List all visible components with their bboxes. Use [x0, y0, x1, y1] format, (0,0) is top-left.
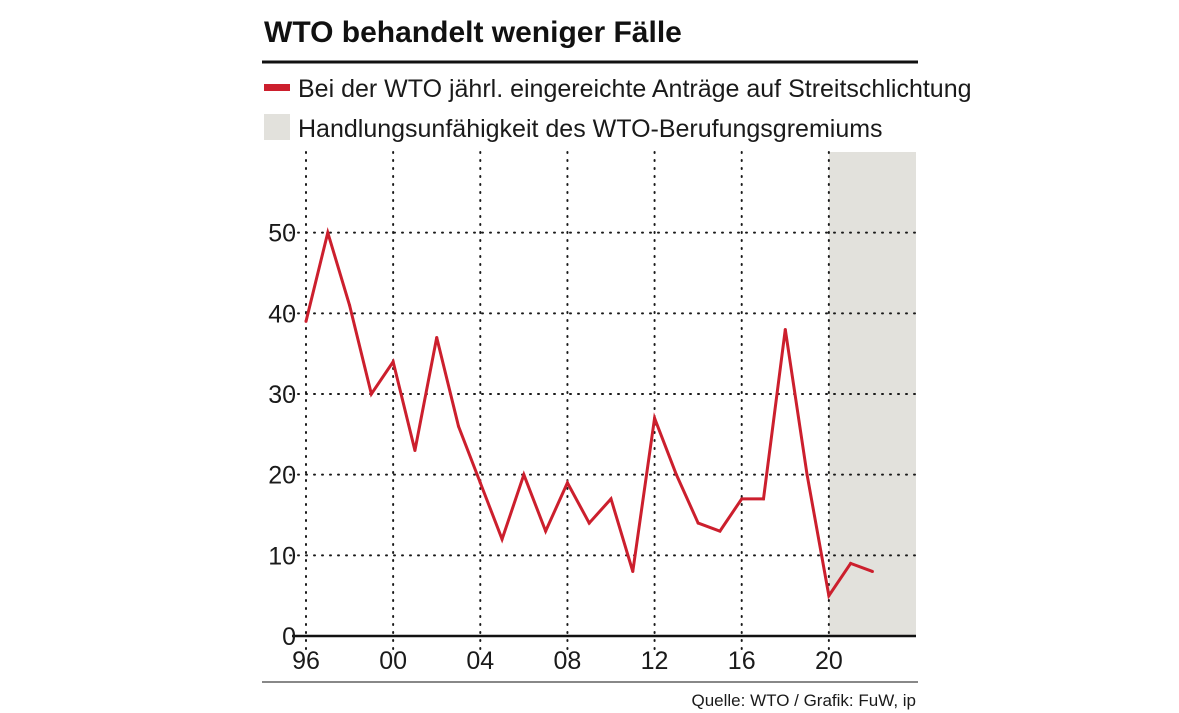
- data-point: [631, 569, 635, 573]
- data-point: [609, 497, 613, 501]
- data-point: [587, 521, 591, 525]
- data-point: [696, 521, 700, 525]
- data-point: [500, 537, 504, 541]
- legend-label-requests: Bei der WTO jährl. eingereichte Anträge …: [298, 75, 972, 103]
- y-tick-label: 0: [282, 623, 296, 651]
- data-point: [674, 473, 678, 477]
- legend-label-appellate-body: Handlungsunfähigkeit des WTO-Berufungsgr…: [298, 115, 883, 143]
- data-point: [369, 392, 373, 396]
- x-tick-label: 16: [728, 647, 756, 675]
- grid-layer: [289, 151, 917, 651]
- data-point: [827, 594, 831, 598]
- series-line-requests: [304, 226, 873, 600]
- source-note: Quelle: WTO / Grafik: FuW, ip: [691, 691, 916, 710]
- data-point: [783, 327, 787, 331]
- data-point: [762, 497, 765, 501]
- y-tick-label: 20: [268, 462, 296, 490]
- data-point: [478, 481, 482, 485]
- data-point: [457, 424, 460, 428]
- x-tick-label: 04: [466, 647, 494, 675]
- x-tick-label: 12: [641, 647, 669, 675]
- legend-swatch-area: [264, 114, 290, 140]
- data-point: [740, 497, 744, 501]
- x-tick-label: 20: [815, 647, 843, 675]
- data-point: [304, 319, 308, 323]
- data-point: [348, 303, 352, 307]
- data-point: [522, 473, 526, 477]
- data-point: [718, 529, 722, 533]
- tick-label-layer: 0 10 20 30 40 50 96 00 04 08 12 16 20: [268, 220, 843, 675]
- y-tick-label: 40: [268, 300, 296, 328]
- y-tick-label: 30: [268, 381, 296, 409]
- data-point: [544, 529, 548, 533]
- chart-title: WTO behandelt weniger Fälle: [264, 16, 682, 49]
- data-point: [805, 473, 809, 477]
- data-point: [326, 231, 330, 235]
- x-tick-label: 08: [554, 647, 582, 675]
- legend-swatch-line: [264, 84, 290, 91]
- y-tick-label: 50: [268, 220, 296, 248]
- x-tick-label: 00: [379, 647, 407, 675]
- data-point: [870, 569, 874, 573]
- data-point: [413, 448, 417, 452]
- data-point: [565, 481, 569, 485]
- data-point: [849, 561, 853, 565]
- y-tick-label: 10: [268, 542, 296, 570]
- data-point: [653, 416, 657, 420]
- data-point: [435, 336, 439, 340]
- x-tick-label: 96: [292, 647, 320, 675]
- data-point: [391, 360, 395, 364]
- series-layer: [304, 226, 874, 600]
